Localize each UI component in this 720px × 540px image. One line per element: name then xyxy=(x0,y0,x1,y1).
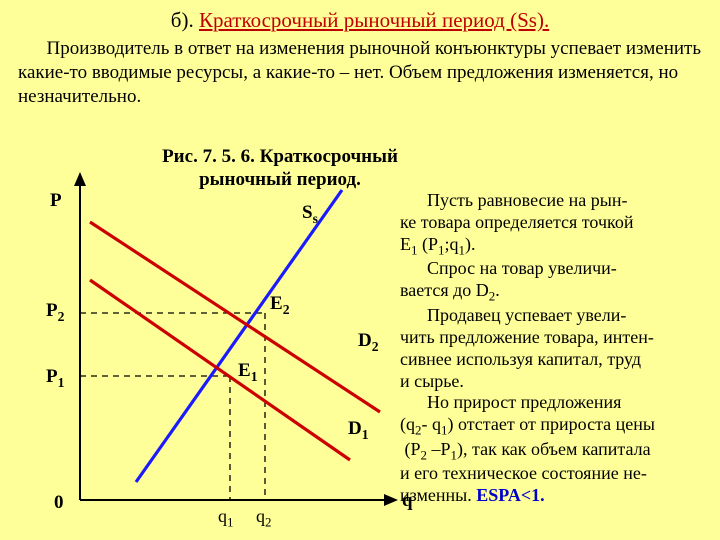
espa-text: ESPA<1. xyxy=(476,485,544,505)
fig-title-line1: Рис. 7. 5. 6. Краткосрочный xyxy=(162,146,398,167)
label-P: P xyxy=(50,190,62,212)
body-p4a: Но прирост предложения xyxy=(400,392,710,414)
title-prefix: б). xyxy=(171,8,199,32)
label-E1: E1 xyxy=(238,360,258,385)
label-zero: 0 xyxy=(54,492,64,514)
y-arrow xyxy=(74,172,86,186)
label-P1: P1 xyxy=(46,366,64,391)
body-p4b: (q2- q1) отстает от прироста цены xyxy=(400,414,710,438)
body-p1b: ке товара определяется точкой xyxy=(400,212,710,234)
label-E2: E2 xyxy=(270,293,290,318)
label-D1: D1 xyxy=(348,418,369,443)
chart-svg xyxy=(40,170,400,530)
label-q2: q2 xyxy=(256,506,271,531)
label-D2: D2 xyxy=(358,330,379,355)
body-p4c: (P2 –P1), так как объем капитала xyxy=(400,439,710,463)
body-p1c: E1 (P1;q1). xyxy=(400,234,710,258)
label-Ss: Ss xyxy=(302,202,318,227)
body-p4e: изменны. ESPA<1. xyxy=(400,485,710,507)
page-title: б). Краткосрочный рыночный период (Ss). xyxy=(0,0,720,33)
label-q1: q1 xyxy=(218,506,233,531)
x-arrow xyxy=(384,494,398,506)
body-p2a: Спрос на товар увеличи- xyxy=(400,258,710,280)
body-p1a: Пусть равновесие на рын- xyxy=(400,190,710,212)
supply-line xyxy=(136,190,342,482)
body-text: Пусть равновесие на рын- ке товара опред… xyxy=(400,190,710,507)
body-p3b: чить предложение товара, интен- xyxy=(400,327,710,349)
label-P2: P2 xyxy=(46,300,64,325)
body-p3a: Продавец успевает увели- xyxy=(400,305,710,327)
body-p3c: сивнее используя капитал, труд xyxy=(400,349,710,371)
body-p3d: и сырье. xyxy=(400,371,710,393)
intro-paragraph: Производитель в ответ на изменения рыноч… xyxy=(0,33,720,108)
title-main: Краткосрочный рыночный период (Ss). xyxy=(199,8,549,32)
demand-line-d2 xyxy=(90,222,380,412)
body-p4d: и его техническое состояние не- xyxy=(400,463,710,485)
body-p2b: вается до D2. xyxy=(400,280,710,304)
chart-area: P P2 P1 0 q1 q2 q E2 E1 D2 D1 Ss xyxy=(40,170,400,530)
